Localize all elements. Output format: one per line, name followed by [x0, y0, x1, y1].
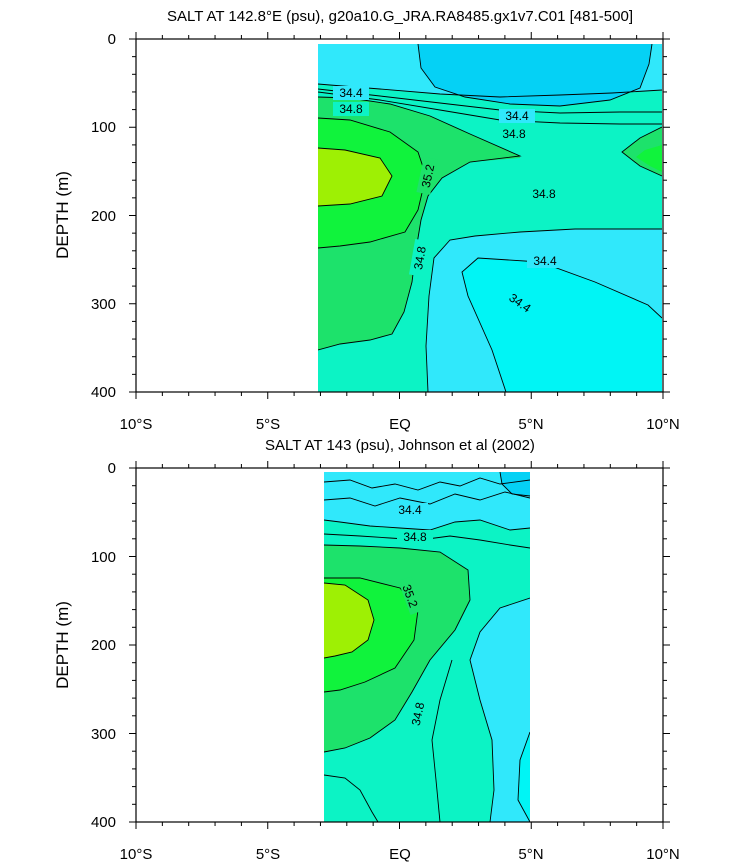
axes-top: [129, 32, 670, 399]
y-tick-label: 200: [91, 208, 116, 225]
x-tick-label: 10°S: [120, 846, 153, 863]
band-lt34.2-surface: [418, 44, 652, 106]
contour-label: 34.4: [533, 254, 557, 268]
contour-label: 34.4: [339, 86, 363, 100]
band-35.4-35.6-east: [636, 145, 662, 172]
contour-label: 34.8: [502, 127, 526, 141]
panel-bottom: SALT AT 143 (psu), Johnson et al (2002): [53, 437, 680, 863]
y-ticklabels-bottom: 0 100 200 300 400: [91, 460, 116, 831]
contour-label: 34.4: [505, 109, 529, 123]
x-tick-label: 10°N: [646, 416, 680, 433]
band-34.2-34.6-surface: [324, 472, 530, 530]
x-tick-label: 5°S: [256, 416, 280, 433]
x-tick-label: 5°N: [518, 846, 543, 863]
x-ticklabels-bottom: 10°S 5°S EQ 5°N 10°N: [120, 846, 680, 863]
y-tick-label: 400: [91, 384, 116, 401]
y-ticklabels-top: 0 100 200 300 400: [91, 31, 116, 401]
contour-label: 34.8: [532, 187, 556, 201]
contour-label: 35.2: [419, 163, 438, 189]
axes-bottom: [129, 461, 670, 829]
contour-lines-bottom: [324, 472, 530, 822]
x-tick-label: 5°S: [256, 846, 280, 863]
y-tick-label: 400: [91, 814, 116, 831]
contour-label: 34.4: [398, 503, 422, 517]
contour-fill-bottom: [324, 472, 530, 822]
x-tick-label: EQ: [389, 416, 411, 433]
y-axis-label-top: DEPTH (m): [53, 171, 72, 259]
contour-labels-top: 34.4 34.8 34.4 34.8 35.2 34.8: [333, 86, 563, 319]
x-tick-label: EQ: [389, 846, 411, 863]
y-tick-label: 100: [91, 119, 116, 136]
contour-label: 34.8: [339, 102, 363, 116]
x-tick-label: 10°S: [120, 416, 153, 433]
y-tick-label: 300: [91, 296, 116, 313]
band-lt34.2-deep: [518, 732, 530, 822]
x-tick-label: 10°N: [646, 846, 680, 863]
contour-label: 34.8: [411, 245, 429, 271]
contour-label: 34.8: [403, 530, 427, 544]
band-34.2-34.6-east: [470, 598, 530, 822]
chart-title-top: SALT AT 142.8°E (psu), g20a10.G_JRA.RA84…: [167, 8, 633, 25]
y-tick-label: 300: [91, 726, 116, 743]
band-lt34.2-surface: [500, 472, 530, 496]
x-tick-label: 5°N: [518, 416, 543, 433]
y-tick-label: 0: [108, 460, 116, 477]
y-axis-label-bottom: DEPTH (m): [53, 601, 72, 689]
x-ticklabels-top: 10°S 5°S EQ 5°N 10°N: [120, 416, 680, 433]
band-gt35.6-core: [318, 148, 392, 206]
contour-label: 34.8: [409, 701, 428, 727]
y-tick-label: 0: [108, 31, 116, 48]
chart-title-bottom: SALT AT 143 (psu), Johnson et al (2002): [265, 437, 535, 454]
band-gt35.6-core: [324, 583, 374, 658]
panel-top: SALT AT 142.8°E (psu), g20a10.G_JRA.RA84…: [53, 8, 680, 433]
y-tick-label: 200: [91, 637, 116, 654]
y-tick-label: 100: [91, 549, 116, 566]
